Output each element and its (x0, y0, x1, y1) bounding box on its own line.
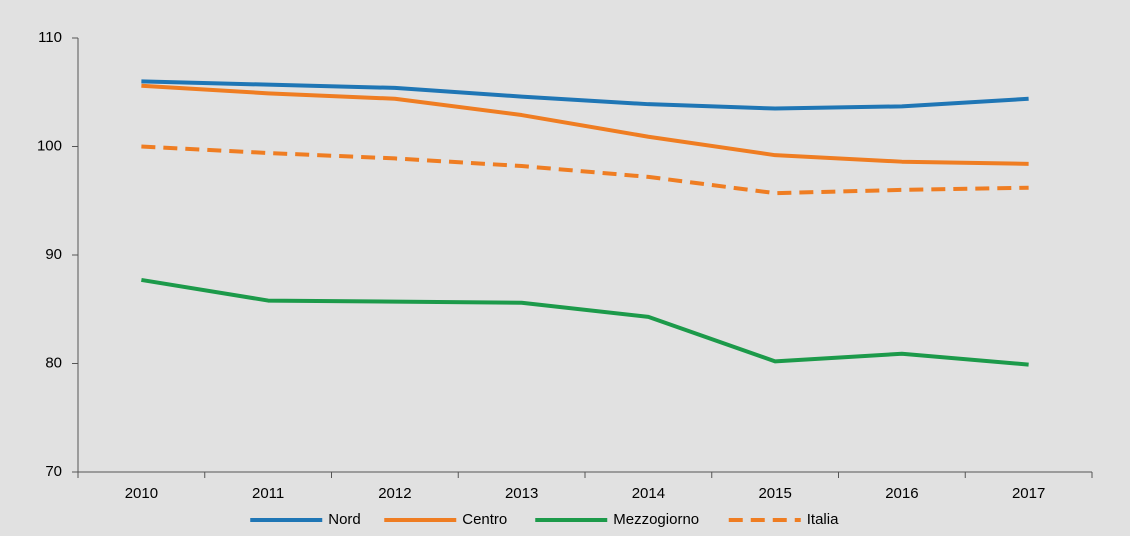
x-tick-label: 2017 (1012, 485, 1045, 502)
line-series (141, 277, 1029, 367)
y-tick-label: 90 (45, 246, 62, 263)
y-tick-label: 100 (37, 137, 62, 154)
legend-label: Centro (462, 511, 507, 528)
x-tick-label: 2014 (632, 485, 665, 502)
legend-label: Mezzogiorno (613, 511, 699, 528)
x-tick-label: 2015 (758, 485, 791, 502)
x-tick-label: 2012 (378, 485, 411, 502)
x-tick-label: 2013 (505, 485, 538, 502)
legend-label: Nord (328, 511, 361, 528)
x-tick-label: 2011 (252, 485, 284, 502)
y-tick-label: 80 (45, 354, 62, 371)
y-tick-label: 70 (45, 463, 62, 480)
line-series (141, 79, 1029, 111)
line-series (141, 144, 1029, 196)
y-tick-label: 110 (38, 29, 62, 46)
x-tick-label: 2010 (125, 485, 158, 502)
legend-label: Italia (807, 511, 839, 528)
line-series (141, 83, 1029, 166)
x-tick-label: 2016 (885, 485, 918, 502)
